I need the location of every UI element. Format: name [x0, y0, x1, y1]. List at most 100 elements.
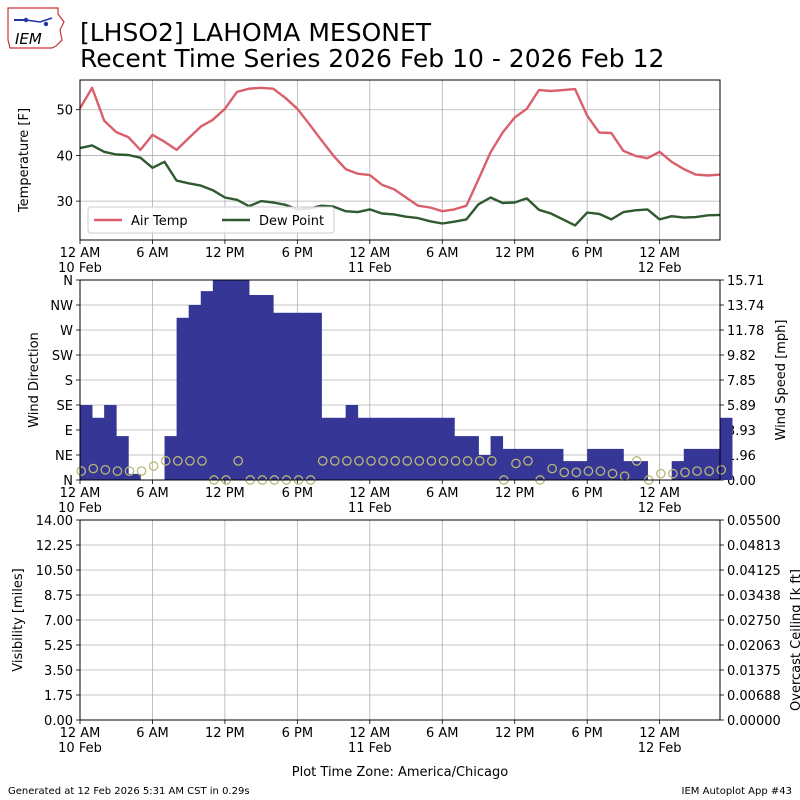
x-tick-label: 6 PM	[571, 486, 602, 501]
wind-speed-marker	[100, 464, 111, 475]
y2-tick-label: 15.71	[727, 274, 764, 289]
wind-speed-marker	[160, 456, 171, 466]
x-tick-label: 12 PM	[205, 246, 245, 261]
y-tick-label: 14.00	[36, 514, 73, 529]
wind-direction-bar	[128, 473, 141, 480]
wind-speed-marker	[631, 456, 642, 466]
x-tick-label: 6 PM	[282, 246, 313, 261]
wind-speed-marker	[559, 467, 570, 478]
x-tick-label: 12 AM	[349, 486, 390, 501]
wind-direction-bar	[297, 312, 310, 480]
x-tick-label: 6 AM	[426, 246, 459, 261]
wind-direction-bar	[104, 405, 117, 480]
wind-direction-bar	[381, 417, 395, 480]
wind-speed-marker	[197, 456, 207, 466]
wind-direction-bar	[273, 312, 286, 480]
wind-direction-bar	[538, 448, 552, 480]
wind-speed-marker	[366, 456, 376, 466]
wind-speed-marker	[76, 466, 87, 476]
plot-border	[79, 279, 721, 481]
legend-label-dew-point: Dew Point	[259, 214, 324, 229]
wind-speed-marker	[716, 464, 727, 475]
wind-direction-bar	[80, 405, 93, 480]
y2-tick-label: 11.78	[727, 324, 764, 339]
y2-tick-label: 7.85	[727, 374, 756, 389]
wind-direction-bar	[671, 461, 685, 480]
wind-speed-marker	[233, 456, 244, 466]
wind-direction-bar	[575, 461, 588, 480]
wind-direction-bar	[418, 417, 431, 480]
x-tick-label: 6 PM	[282, 486, 313, 501]
x-tick-label: 6 AM	[426, 726, 459, 741]
wind-direction-bar	[623, 461, 636, 480]
wind-speed-marker	[185, 456, 195, 466]
x-tick-label: 12 AM	[639, 246, 680, 261]
wind-speed-marker	[342, 456, 352, 466]
y-tick-label: E	[65, 424, 73, 439]
wind-direction-bar	[406, 417, 419, 480]
wind-direction-bar	[309, 312, 322, 480]
wind-direction-bar	[249, 295, 262, 480]
x-tick-label: 12 PM	[205, 486, 245, 501]
wind-direction-bar	[261, 295, 274, 480]
x-tick-date-label: 11 Feb	[348, 741, 392, 756]
y2-tick-label: 0.00	[727, 474, 756, 489]
y-tick-label: W	[60, 324, 73, 339]
wind-direction-bar	[393, 417, 407, 480]
wind-speed-marker	[438, 456, 449, 466]
x-tick-label: 6 AM	[136, 246, 169, 261]
x-tick-label: 12 PM	[205, 726, 245, 741]
wind-direction-bar	[321, 417, 334, 480]
wind-speed-marker	[655, 468, 666, 479]
y2-tick-label: 0.00688	[727, 689, 781, 704]
y-tick-label: 3.50	[44, 664, 73, 679]
x-tick-label: 12 AM	[639, 726, 680, 741]
app-label: IEM Autoplot App #43	[682, 786, 792, 797]
y2-axis-label: Overcast Ceiling [k ft]	[789, 569, 800, 711]
y-tick-label: 1.75	[44, 689, 73, 704]
wind-speed-marker	[474, 456, 485, 466]
legend-box	[87, 206, 335, 234]
wind-direction-bar	[478, 455, 491, 480]
y-tick-label: 8.75	[44, 589, 73, 604]
wind-direction-bar	[683, 448, 697, 480]
wind-direction-bar	[466, 436, 479, 480]
logo-text: IEM	[15, 30, 42, 48]
wind-speed-marker	[136, 466, 147, 476]
y-tick-label: NE	[55, 449, 73, 464]
y-tick-label: N	[63, 274, 73, 289]
y2-tick-label: 0.05500	[727, 514, 781, 529]
x-tick-date-label: 10 Feb	[58, 741, 102, 756]
x-tick-label: 6 AM	[136, 486, 169, 501]
wind-direction-bar	[514, 448, 528, 480]
wind-direction-bar	[720, 417, 733, 480]
wind-speed-marker	[583, 466, 594, 476]
timezone-label: Plot Time Zone: America/Chicago	[292, 765, 508, 780]
wind-direction-bar	[454, 436, 467, 480]
wind-speed-marker	[704, 466, 714, 476]
y-tick-label: 5.25	[44, 639, 73, 654]
wind-speed-marker	[511, 458, 521, 469]
wind-direction-bar	[92, 417, 105, 480]
wind-direction-bar	[442, 417, 455, 480]
wind-speed-marker	[680, 467, 690, 478]
wind-speed-marker	[607, 468, 618, 479]
wind-direction-bar	[430, 417, 443, 480]
y-axis-label: Visibility [miles]	[11, 568, 26, 671]
x-tick-date-label: 11 Feb	[348, 261, 392, 276]
wind-speed-marker	[390, 456, 401, 466]
wind-direction-bar	[635, 461, 648, 480]
dew-point-line	[79, 144, 721, 227]
generated-note: Generated at 12 Feb 2026 5:31 AM CST in …	[8, 786, 250, 797]
x-tick-label: 12 AM	[60, 726, 101, 741]
x-tick-label: 6 AM	[136, 726, 169, 741]
wind-speed-marker	[354, 456, 364, 466]
wind-direction-bar	[164, 436, 178, 480]
wind-direction-bar	[490, 436, 504, 480]
x-tick-label: 12 AM	[60, 246, 101, 261]
y2-tick-label: 0.02750	[727, 614, 781, 629]
wind-direction-bar	[188, 305, 202, 480]
y-tick-label: NW	[50, 299, 73, 314]
